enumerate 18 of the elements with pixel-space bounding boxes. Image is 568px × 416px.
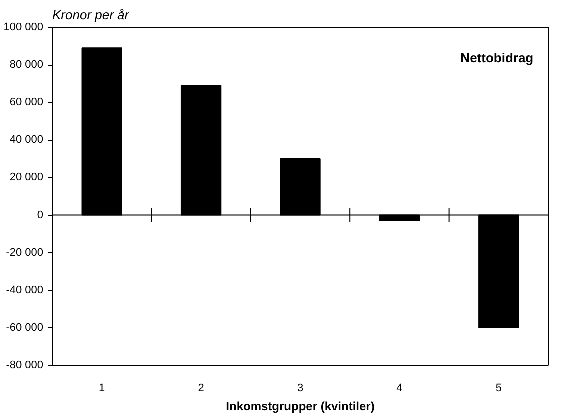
x-tick-label: 3 xyxy=(297,382,304,394)
y-tick-label: 60 000 xyxy=(10,96,44,109)
y-tick-label: -40 000 xyxy=(6,284,44,296)
y-tick-label: -20 000 xyxy=(6,246,44,259)
x-tick-label: 4 xyxy=(396,382,403,394)
y-tick-label: -60 000 xyxy=(6,322,44,334)
text: Nettobidrag xyxy=(460,50,534,66)
y-tick-label: 80 000 xyxy=(10,59,44,72)
y-tick-label: 0 xyxy=(37,209,44,222)
y-tick-label: 40 000 xyxy=(10,134,44,146)
x-tick-label: 2 xyxy=(198,382,204,394)
y-tick-label: 100 000 xyxy=(4,22,44,34)
y-tick-label: 20 000 xyxy=(10,172,44,184)
x-axis-title: Inkomstgrupper (kvintiler) xyxy=(226,400,375,414)
y-axis-title: Kronor per år xyxy=(52,8,130,22)
x-tick-label: 1 xyxy=(99,382,106,394)
x-tick-label: 5 xyxy=(496,382,502,394)
y-tick-label: -80 000 xyxy=(6,360,44,372)
